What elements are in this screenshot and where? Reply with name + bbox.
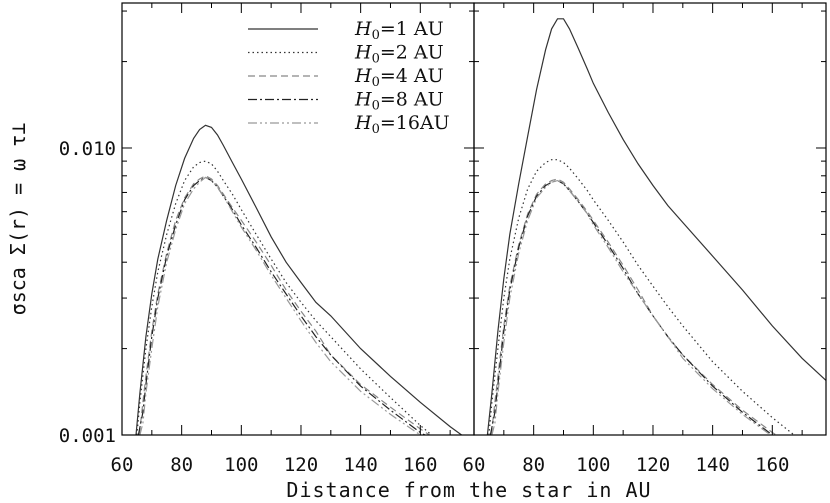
y-tick-label: 0.001 bbox=[59, 425, 116, 447]
left-plot-data bbox=[135, 124, 463, 435]
right-x-tick-label: 140 bbox=[695, 454, 729, 476]
right-panel: 60 80 100 120 140 160 bbox=[463, 2, 827, 476]
left-axes: 60 80 100 120 140 160 0.010 0.001 bbox=[59, 3, 474, 476]
left-series-2-line bbox=[136, 160, 433, 435]
right-plot-frame bbox=[473, 2, 827, 436]
legend-label-4: H0=8 AU bbox=[354, 89, 444, 114]
left-x-tick-label: 140 bbox=[343, 454, 377, 476]
left-x-tick-label: 160 bbox=[403, 454, 437, 476]
right-series-1-line bbox=[486, 18, 826, 435]
right-series-3-line bbox=[490, 178, 778, 435]
right-series-4-line bbox=[489, 179, 774, 435]
right-x-tick-label: 60 bbox=[463, 454, 486, 476]
legend-label-5: H0=16AU bbox=[354, 112, 450, 137]
right-x-tick-label: 160 bbox=[755, 454, 789, 476]
legend-label-2: H0=2 AU bbox=[354, 42, 444, 67]
right-plot-data bbox=[486, 18, 826, 435]
left-series-1-line bbox=[135, 124, 463, 435]
left-series-3-line bbox=[138, 175, 431, 435]
right-x-tick-label: 120 bbox=[636, 454, 670, 476]
y-tick-label: 0.010 bbox=[59, 138, 116, 160]
right-series-5-line bbox=[491, 179, 772, 435]
left-x-tick-label: 120 bbox=[284, 454, 318, 476]
right-x-tick-label: 80 bbox=[522, 454, 545, 476]
left-x-tick-label: 60 bbox=[111, 454, 134, 476]
right-x-tick-label: 100 bbox=[576, 454, 610, 476]
left-x-tick-label: 100 bbox=[224, 454, 258, 476]
right-axes: 60 80 100 120 140 160 bbox=[463, 3, 826, 476]
x-axis-title: Distance from the star in AU bbox=[286, 478, 651, 502]
legend-label-3: H0=4 AU bbox=[354, 65, 444, 90]
y-axis-title: σsca Σ(r) = ω τ⊥ bbox=[6, 123, 30, 316]
left-series-4-line bbox=[137, 176, 427, 435]
left-x-tick-label: 80 bbox=[170, 454, 193, 476]
left-panel: 60 80 100 120 140 160 0.010 0.001 bbox=[59, 2, 475, 476]
legend-label-1: H0=1 AU bbox=[354, 18, 444, 43]
left-series-5-line bbox=[139, 176, 422, 435]
right-series-2-line bbox=[488, 159, 796, 435]
